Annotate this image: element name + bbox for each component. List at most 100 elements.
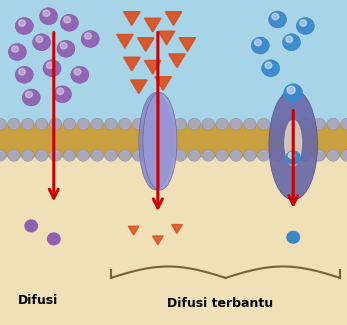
Circle shape: [160, 118, 173, 130]
Text: Difusi terbantu: Difusi terbantu: [167, 297, 273, 310]
Circle shape: [91, 118, 103, 130]
Polygon shape: [144, 60, 161, 74]
Circle shape: [133, 118, 145, 130]
Circle shape: [12, 46, 18, 52]
Polygon shape: [179, 38, 196, 51]
Circle shape: [119, 118, 131, 130]
Circle shape: [284, 84, 302, 101]
Circle shape: [313, 118, 325, 130]
Circle shape: [282, 34, 301, 51]
Circle shape: [53, 86, 71, 103]
Circle shape: [81, 31, 99, 47]
Circle shape: [77, 118, 90, 130]
Polygon shape: [155, 77, 171, 90]
Circle shape: [46, 62, 53, 69]
Circle shape: [313, 150, 325, 161]
Circle shape: [146, 118, 159, 130]
Circle shape: [271, 118, 284, 130]
Circle shape: [119, 150, 131, 161]
Ellipse shape: [143, 93, 177, 190]
Circle shape: [0, 150, 6, 161]
Polygon shape: [117, 34, 133, 48]
Circle shape: [105, 150, 117, 161]
Circle shape: [288, 152, 295, 158]
Circle shape: [43, 10, 50, 17]
Circle shape: [287, 231, 299, 243]
Circle shape: [85, 33, 91, 39]
Circle shape: [271, 150, 284, 161]
Circle shape: [43, 60, 61, 77]
Circle shape: [341, 150, 347, 161]
Circle shape: [160, 150, 173, 161]
Circle shape: [296, 18, 314, 34]
Circle shape: [15, 66, 33, 83]
Polygon shape: [158, 31, 175, 45]
Circle shape: [299, 150, 312, 161]
Circle shape: [146, 150, 159, 161]
Circle shape: [74, 69, 81, 75]
Circle shape: [285, 118, 298, 130]
Ellipse shape: [139, 93, 173, 190]
Circle shape: [287, 86, 295, 94]
Circle shape: [272, 13, 279, 20]
Circle shape: [262, 60, 280, 77]
Circle shape: [174, 118, 187, 130]
Circle shape: [257, 118, 270, 130]
Circle shape: [230, 118, 242, 130]
Circle shape: [48, 233, 60, 245]
Circle shape: [63, 118, 76, 130]
Circle shape: [341, 118, 347, 130]
Circle shape: [188, 118, 201, 130]
Text: Difusi: Difusi: [18, 294, 58, 307]
Circle shape: [216, 150, 228, 161]
Polygon shape: [128, 226, 139, 235]
Bar: [0, 0, 347, 140]
Circle shape: [202, 150, 214, 161]
Ellipse shape: [285, 120, 302, 166]
Circle shape: [91, 150, 103, 161]
Polygon shape: [144, 18, 161, 32]
Circle shape: [22, 118, 34, 130]
Bar: [0, 140, 347, 325]
Circle shape: [257, 150, 270, 161]
Circle shape: [265, 62, 272, 69]
Polygon shape: [172, 225, 182, 233]
Circle shape: [255, 39, 261, 46]
Circle shape: [22, 89, 40, 106]
Ellipse shape: [269, 89, 318, 200]
Circle shape: [251, 37, 269, 54]
Circle shape: [216, 118, 228, 130]
Circle shape: [327, 150, 339, 161]
Polygon shape: [169, 54, 185, 68]
Polygon shape: [124, 57, 140, 71]
Circle shape: [299, 118, 312, 130]
Circle shape: [57, 40, 75, 57]
Circle shape: [63, 150, 76, 161]
Bar: [0, 124, 347, 156]
Circle shape: [26, 91, 32, 98]
Circle shape: [133, 150, 145, 161]
Circle shape: [19, 20, 25, 26]
Polygon shape: [137, 38, 154, 51]
Circle shape: [286, 36, 293, 43]
Circle shape: [244, 118, 256, 130]
Circle shape: [35, 118, 48, 130]
Polygon shape: [124, 12, 140, 25]
Circle shape: [188, 150, 201, 161]
Polygon shape: [130, 80, 147, 94]
Circle shape: [8, 44, 26, 60]
Circle shape: [77, 150, 90, 161]
Circle shape: [0, 118, 6, 130]
Circle shape: [33, 34, 51, 51]
Circle shape: [8, 150, 20, 161]
Circle shape: [300, 20, 306, 26]
Circle shape: [202, 118, 214, 130]
Circle shape: [57, 88, 64, 95]
Polygon shape: [165, 12, 182, 25]
Circle shape: [40, 8, 58, 25]
Circle shape: [25, 220, 37, 232]
Circle shape: [174, 150, 187, 161]
Circle shape: [36, 36, 43, 43]
Circle shape: [35, 150, 48, 161]
Circle shape: [230, 150, 242, 161]
